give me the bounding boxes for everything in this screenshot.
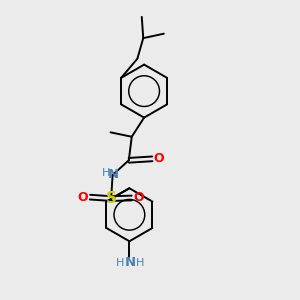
Text: N: N [124, 256, 136, 269]
Text: H: H [102, 168, 110, 178]
Text: O: O [78, 190, 88, 204]
Text: O: O [154, 152, 164, 165]
Text: H: H [136, 258, 144, 268]
Text: O: O [134, 191, 144, 205]
Text: S: S [106, 191, 117, 206]
Text: H: H [116, 258, 124, 268]
Text: N: N [108, 168, 119, 181]
